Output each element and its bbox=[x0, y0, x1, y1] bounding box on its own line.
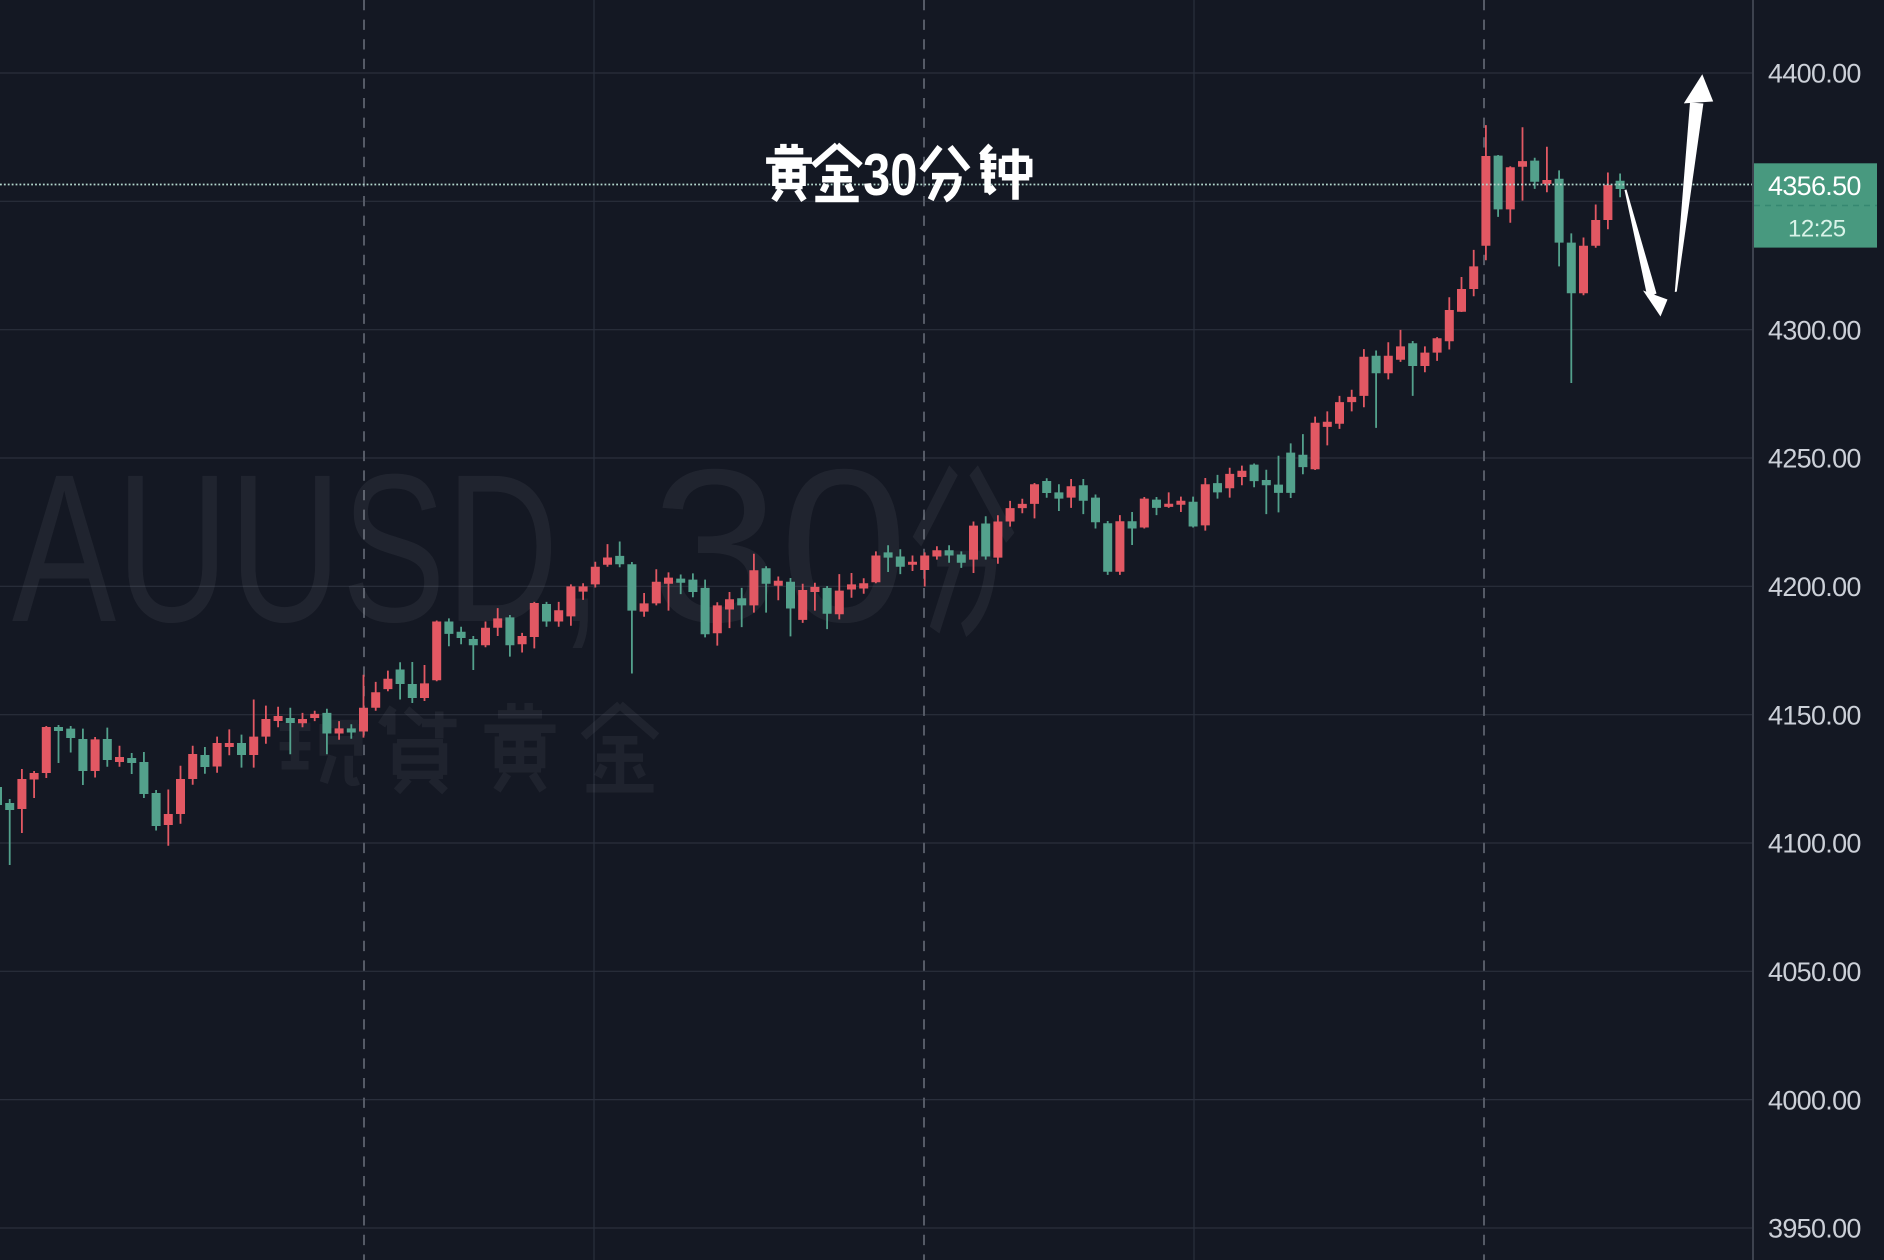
svg-text:4200.00: 4200.00 bbox=[1768, 572, 1861, 602]
svg-text:30: 30 bbox=[651, 424, 908, 668]
svg-text:4250.00: 4250.00 bbox=[1768, 444, 1861, 474]
svg-text:4150.00: 4150.00 bbox=[1768, 701, 1861, 731]
svg-text:4000.00: 4000.00 bbox=[1768, 1086, 1861, 1116]
svg-text:12:25: 12:25 bbox=[1788, 216, 1846, 243]
svg-text:4050.00: 4050.00 bbox=[1768, 957, 1861, 987]
svg-text:3950.00: 3950.00 bbox=[1768, 1214, 1861, 1244]
svg-text:4100.00: 4100.00 bbox=[1768, 829, 1861, 859]
svg-text:30: 30 bbox=[863, 143, 917, 208]
svg-text:4400.00: 4400.00 bbox=[1768, 59, 1861, 89]
svg-text:4300.00: 4300.00 bbox=[1768, 316, 1861, 346]
svg-text:4356.50: 4356.50 bbox=[1768, 171, 1861, 201]
svg-text:AUUSD,: AUUSD, bbox=[12, 431, 602, 666]
